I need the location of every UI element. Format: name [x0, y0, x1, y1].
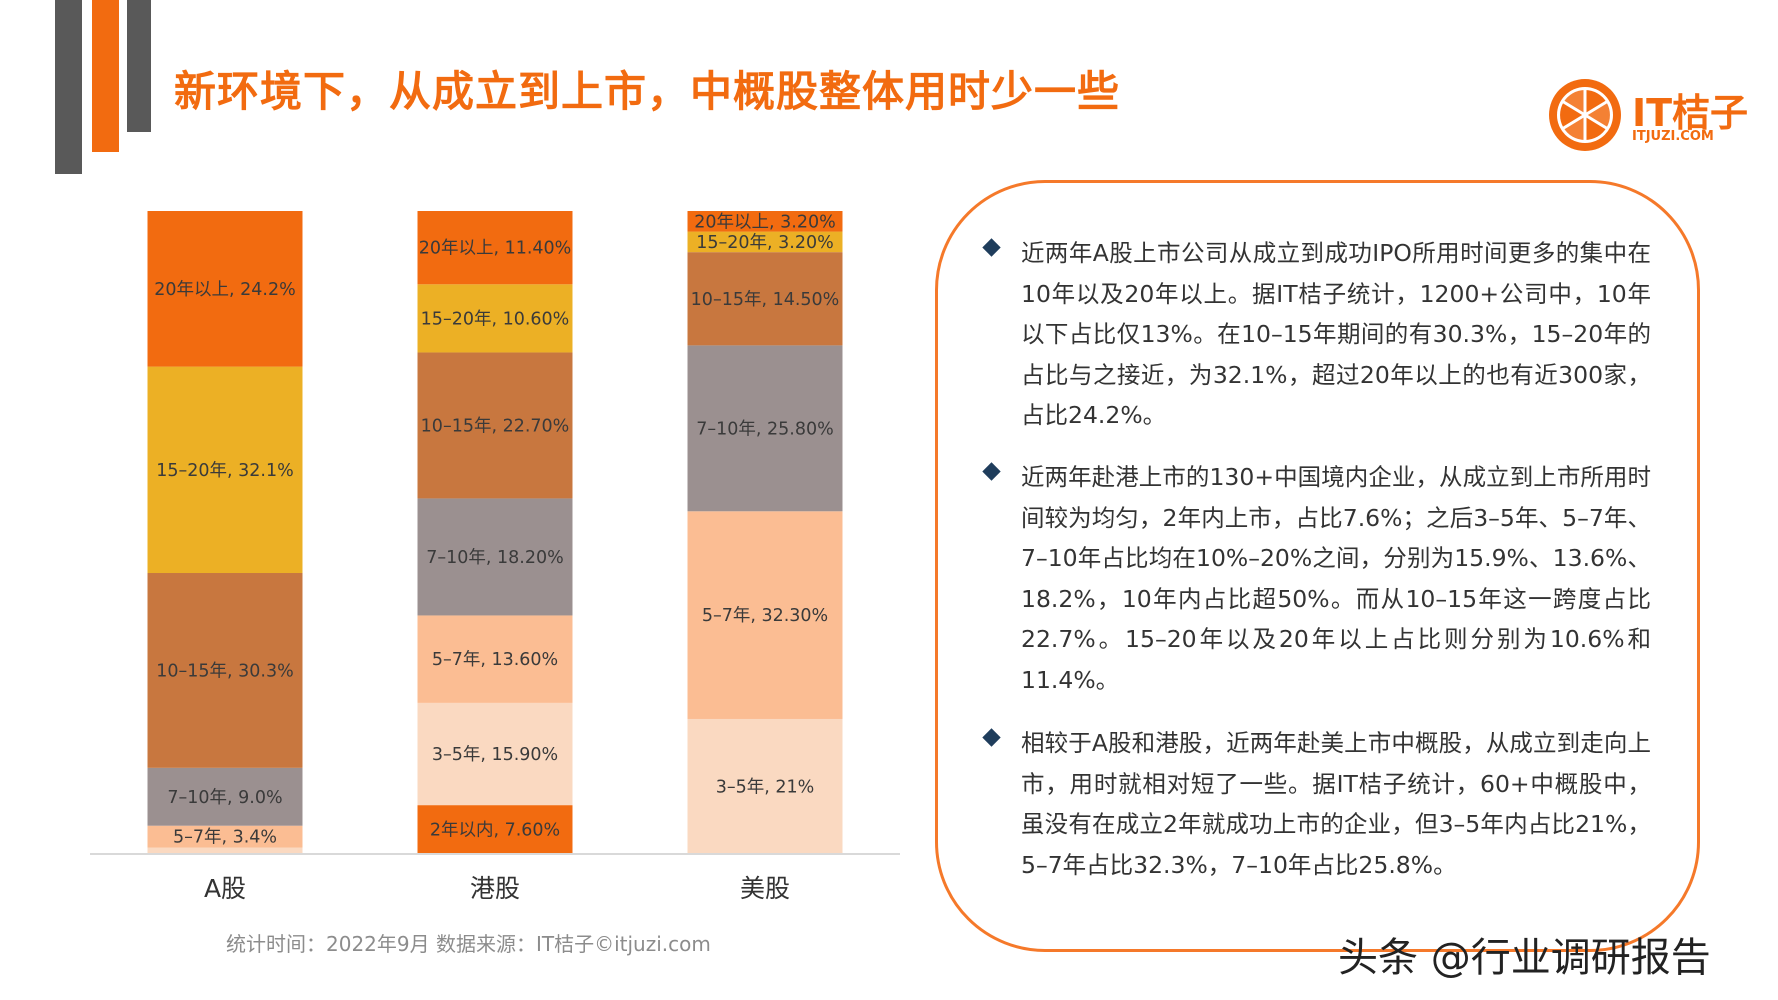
data-label: 15–20年, 32.1%	[156, 461, 294, 481]
category-label: A股	[204, 874, 246, 903]
data-label: 7–10年, 9.0%	[167, 788, 282, 808]
data-label: 3–5年, 21%	[716, 777, 815, 797]
bar-segment	[417, 211, 573, 285]
data-label: 7–10年, 18.20%	[426, 548, 564, 568]
bar-segment	[417, 284, 573, 353]
page-title: 新环境下，从成立到上市，中概股整体用时少一些	[174, 67, 1121, 116]
bar-segment	[687, 252, 843, 346]
data-label: 10–15年, 14.50%	[691, 290, 840, 310]
bullet-text: 近两年A股上市公司从成立到成功IPO所用时间更多的集中在10年以及20年以上。据…	[1021, 239, 1651, 429]
logo-text: IT桔子	[1632, 91, 1749, 135]
diamond-bullet-icon	[982, 238, 1001, 257]
data-label: 3–5年, 15.90%	[432, 745, 558, 765]
bar-segment	[687, 718, 843, 854]
diamond-bullet-icon	[982, 728, 1001, 747]
data-label: 5–7年, 13.60%	[432, 650, 558, 670]
decor-bar-orange	[92, 0, 119, 152]
bar-segment	[147, 573, 303, 768]
data-label: 5–7年, 32.30%	[702, 606, 828, 626]
data-label: 15–20年, 3.20%	[696, 233, 834, 253]
category-label: 美股	[740, 874, 790, 903]
bar-segment	[687, 345, 843, 512]
stacked-bar-chart: 5–7年, 3.4% 7–10年, 9.0% 10–15年, 30.3% 15–20年…	[90, 211, 900, 903]
bullet-text: 近两年赴港上市的130+中国境内企业，从成立到上市所用时间较为均匀，2年内上市，…	[1021, 463, 1651, 694]
data-label: 5–7年, 3.4%	[173, 828, 277, 848]
bar-segment	[417, 352, 573, 499]
summary-box	[935, 180, 1700, 952]
bullet-text: 相较于A股和港股，近两年赴美上市中概股，从成立到走向上市，用时就相对短了一些。据…	[1021, 729, 1651, 879]
bar-segment	[147, 211, 303, 367]
bar-segment	[687, 211, 843, 232]
data-label: 20年以上, 24.2%	[154, 280, 296, 300]
source-note: 统计时间：2022年9月 数据来源：IT桔子©itjuzi.com	[226, 932, 711, 956]
bar-segment	[417, 702, 573, 806]
data-label: 7–10年, 25.80%	[696, 419, 834, 439]
orange-slice-icon	[1549, 79, 1621, 151]
brand-logo: IT桔子 ITJUZI.COM	[1546, 76, 1749, 152]
bar-segment	[417, 498, 573, 616]
data-label: 20年以上, 3.20%	[694, 212, 836, 232]
decor-bar-dark-1	[55, 0, 82, 174]
bullet-hk-shares: 近两年赴港上市的130+中国境内企业，从成立到上市所用时间较为均匀，2年内上市，…	[982, 457, 1685, 700]
data-label: 15–20年, 10.60%	[421, 309, 570, 329]
bullet-us-shares: 相较于A股和港股，近两年赴美上市中概股，从成立到走向上市，用时就相对短了一些。据…	[982, 723, 1685, 885]
bar-segment	[687, 511, 843, 719]
bar-segment	[147, 366, 303, 574]
data-label: 20年以上, 11.40%	[419, 239, 572, 259]
bullet-a-shares: 近两年A股上市公司从成立到成功IPO所用时间更多的集中在10年以及20年以上。据…	[982, 233, 1685, 436]
decor-bar-dark-2	[127, 0, 151, 132]
category-label: 港股	[470, 874, 520, 903]
logo-subtext: ITJUZI.COM	[1632, 129, 1714, 144]
bar-segment	[687, 231, 843, 253]
bar-segment	[417, 805, 573, 854]
watermark: 头条 @行业调研报告	[1338, 935, 1711, 981]
bar-segment	[147, 825, 303, 848]
bar-segment	[417, 615, 573, 703]
diamond-bullet-icon	[982, 462, 1001, 481]
bar-segment	[147, 847, 303, 854]
data-label: 2年以内, 7.60%	[430, 821, 560, 841]
data-label: 10–15年, 22.70%	[421, 416, 570, 436]
bar-segment	[147, 767, 303, 826]
data-label: 10–15年, 30.3%	[156, 661, 294, 681]
